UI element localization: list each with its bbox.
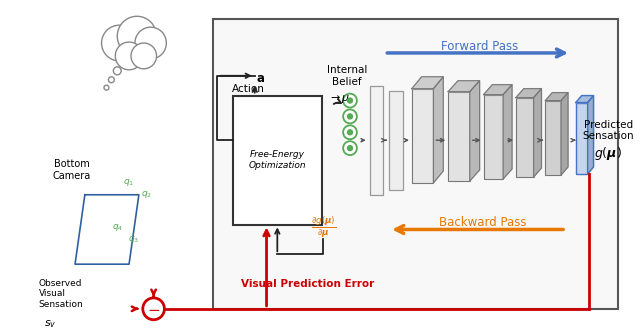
Polygon shape bbox=[470, 81, 479, 181]
Text: Observed
Visual
Sensation: Observed Visual Sensation bbox=[38, 279, 83, 309]
Polygon shape bbox=[545, 93, 568, 101]
Circle shape bbox=[135, 27, 166, 59]
Bar bbox=[370, 86, 383, 195]
Bar bbox=[545, 101, 561, 175]
Circle shape bbox=[117, 16, 157, 56]
Text: $\frac{\partial g(\boldsymbol{\mu})}{\partial \boldsymbol{\mu}}$: $\frac{\partial g(\boldsymbol{\mu})}{\pa… bbox=[311, 215, 336, 240]
Bar bbox=[576, 103, 588, 174]
Circle shape bbox=[102, 25, 137, 61]
Text: Bottom
Camera: Bottom Camera bbox=[53, 159, 92, 181]
Bar bbox=[233, 96, 321, 224]
Text: $q_3$: $q_3$ bbox=[129, 234, 140, 245]
Bar bbox=[212, 19, 618, 309]
Polygon shape bbox=[433, 77, 444, 183]
Circle shape bbox=[115, 42, 143, 70]
Circle shape bbox=[348, 130, 353, 135]
Polygon shape bbox=[412, 77, 444, 89]
Text: Forward Pass: Forward Pass bbox=[441, 39, 518, 52]
Polygon shape bbox=[516, 89, 541, 98]
Text: $s_v$: $s_v$ bbox=[44, 318, 57, 330]
Text: Visual Prediction Error: Visual Prediction Error bbox=[241, 279, 374, 289]
Text: Action: Action bbox=[232, 84, 266, 94]
Polygon shape bbox=[534, 89, 541, 177]
Polygon shape bbox=[484, 85, 512, 95]
Circle shape bbox=[348, 146, 353, 151]
Text: Predicted
Sensation: Predicted Sensation bbox=[582, 120, 634, 141]
Text: Backward Pass: Backward Pass bbox=[439, 216, 526, 229]
Circle shape bbox=[343, 141, 357, 155]
Bar bbox=[484, 95, 503, 179]
Circle shape bbox=[108, 77, 115, 83]
Circle shape bbox=[348, 98, 353, 103]
Text: $g(\boldsymbol{\mu})$: $g(\boldsymbol{\mu})$ bbox=[595, 145, 622, 162]
Circle shape bbox=[104, 85, 109, 90]
Text: $q_4$: $q_4$ bbox=[111, 222, 123, 233]
Text: $\rightarrow\mu$: $\rightarrow\mu$ bbox=[328, 93, 350, 105]
Text: $q_1$: $q_1$ bbox=[124, 177, 134, 188]
Polygon shape bbox=[576, 96, 593, 103]
Text: $-$: $-$ bbox=[147, 301, 160, 316]
Circle shape bbox=[113, 67, 121, 75]
Circle shape bbox=[143, 298, 164, 320]
Circle shape bbox=[131, 43, 157, 69]
Circle shape bbox=[343, 110, 357, 123]
Polygon shape bbox=[448, 81, 479, 92]
Bar bbox=[448, 92, 470, 181]
Text: $q_2$: $q_2$ bbox=[141, 189, 152, 200]
Text: $\mathbf{a}$: $\mathbf{a}$ bbox=[256, 72, 265, 85]
Text: Free-Energy
Optimization: Free-Energy Optimization bbox=[248, 150, 306, 170]
Circle shape bbox=[343, 94, 357, 108]
Bar bbox=[412, 89, 433, 183]
Polygon shape bbox=[588, 96, 593, 174]
Circle shape bbox=[348, 114, 353, 119]
Bar bbox=[516, 98, 534, 177]
Bar bbox=[389, 91, 403, 190]
Polygon shape bbox=[503, 85, 512, 179]
Circle shape bbox=[343, 125, 357, 139]
Text: Internal
Belief: Internal Belief bbox=[327, 65, 367, 87]
Polygon shape bbox=[561, 93, 568, 175]
